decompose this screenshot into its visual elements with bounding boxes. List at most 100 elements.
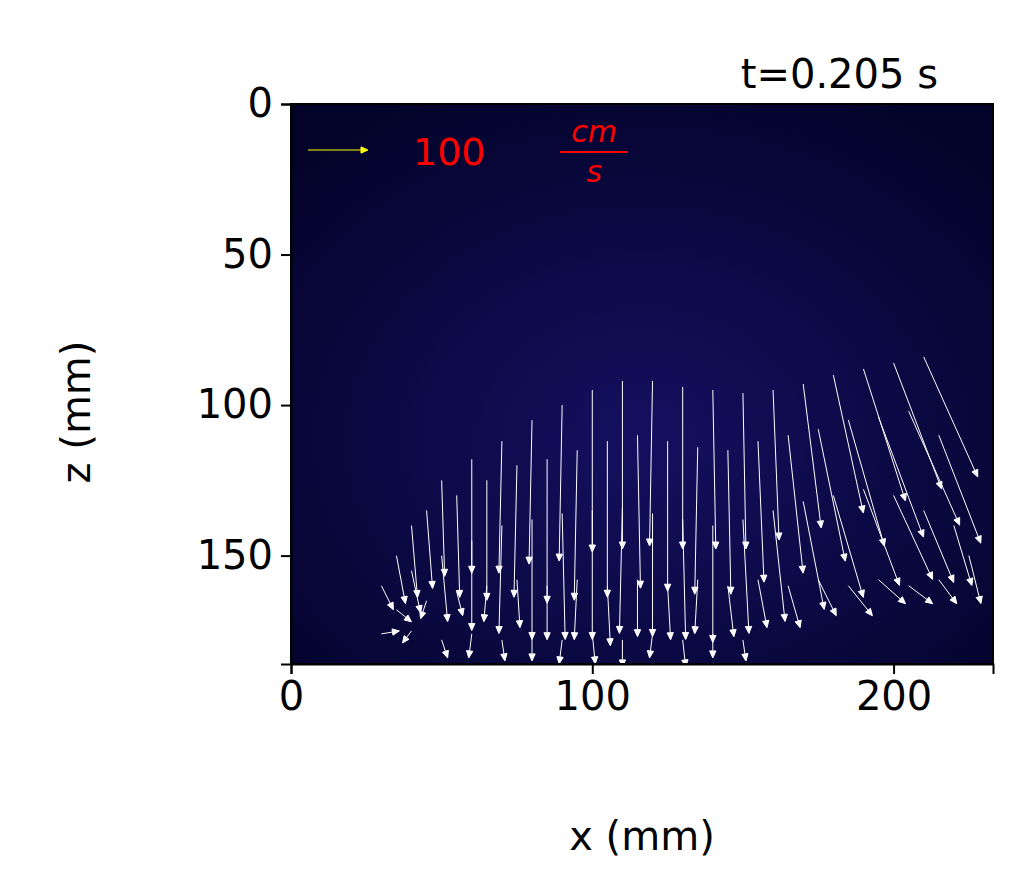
velocity-arrow (743, 519, 752, 633)
velocity-arrow (833, 495, 864, 597)
tick-label: 0 (248, 80, 273, 126)
velocity-arrow (589, 510, 595, 639)
fraction-bar (560, 151, 628, 153)
tick: 0 (279, 664, 304, 719)
velocity-arrow (529, 634, 535, 661)
velocity-arrow (848, 586, 872, 616)
velocity-arrow (571, 450, 577, 600)
velocity-arrow (544, 459, 550, 603)
velocity-arrow (591, 634, 597, 664)
velocity-arrow (557, 640, 563, 664)
arrows (381, 357, 982, 664)
velocity-arrow (818, 580, 836, 616)
velocity-arrow (396, 610, 411, 622)
velocity-arrow (381, 629, 399, 635)
velocity-arrow (682, 519, 688, 639)
velocity-arrow (710, 526, 716, 643)
velocity-arrow (481, 586, 487, 622)
velocity-arrow (879, 417, 924, 537)
velocity-arrow (692, 447, 698, 594)
velocity-arrow (511, 465, 517, 597)
velocity-arrow (788, 435, 805, 573)
velocity-arrow (619, 640, 625, 664)
velocity-arrow (863, 489, 899, 585)
key-unit-numerator: cm (571, 114, 617, 149)
velocity-arrow (649, 513, 655, 636)
velocity-arrow (381, 586, 393, 610)
velocity-arrow (403, 631, 412, 643)
velocity-arrow (556, 405, 562, 561)
velocity-arrow (484, 480, 490, 600)
velocity-arrow (442, 640, 449, 658)
velocity-arrow (664, 441, 670, 591)
velocity-arrow (607, 586, 613, 646)
x-axis: 0 100 200 (279, 664, 994, 719)
velocity-arrow (412, 526, 421, 598)
velocity-arrow (647, 381, 653, 546)
velocity-arrow (501, 640, 507, 661)
tick-label: 100 (197, 381, 273, 427)
velocity-arrow (412, 571, 423, 613)
plot-background (291, 104, 993, 664)
velocity-arrow (647, 634, 653, 658)
velocity-arrow (742, 640, 748, 661)
velocity-arrow (692, 580, 698, 634)
velocity-arrow (939, 435, 981, 543)
velocity-arrow (879, 580, 906, 604)
tick: 0 (248, 80, 291, 126)
velocity-arrow (758, 441, 767, 582)
key-unit-denominator: s (586, 154, 602, 189)
tick-mark (281, 254, 291, 256)
key-label: 100 (413, 130, 486, 174)
velocity-arrow (544, 586, 550, 640)
velocity-arrow (396, 556, 407, 604)
velocity-arrow (924, 357, 978, 477)
velocity-arrow (637, 435, 643, 588)
plot-frame (291, 104, 993, 664)
velocity-arrow (526, 420, 532, 564)
tick-mark (281, 555, 291, 557)
axis-line (281, 105, 292, 665)
tick-mark (281, 405, 291, 407)
velocity-arrow (894, 495, 933, 579)
tick-label: 150 (197, 532, 273, 578)
velocity-arrow (713, 390, 719, 549)
velocity-arrow (571, 580, 577, 640)
title: t=0.205 s (741, 51, 938, 97)
velocity-arrow (562, 513, 568, 639)
x-axis-title: x (mm) (569, 813, 715, 859)
tick: 100 (197, 381, 291, 427)
velocity-arrow (773, 390, 782, 540)
velocity-arrow (939, 580, 957, 604)
velocity-arrow (924, 510, 954, 582)
velocity-arrow (469, 541, 475, 631)
velocity-arrow (954, 526, 973, 586)
tick: 150 (197, 532, 291, 578)
velocity-arrow (909, 586, 933, 604)
velocity-arrow (616, 507, 622, 633)
key-arrow (308, 147, 368, 153)
velocity-arrow (427, 510, 436, 588)
velocity-arrow (442, 556, 451, 622)
tick-label: 100 (555, 673, 631, 719)
velocity-arrow (818, 429, 847, 561)
tick-label: 200 (856, 673, 932, 719)
velocity-arrow (833, 375, 865, 513)
velocity-arrow (803, 501, 826, 609)
tick: 100 (555, 664, 631, 719)
velocity-arrow (456, 495, 462, 597)
y-axis-title: z (mm) (53, 341, 99, 484)
velocity-arrow (682, 640, 688, 664)
velocity-arrow (457, 592, 464, 616)
velocity-arrow (634, 580, 640, 637)
velocity-arrow (969, 556, 982, 604)
tick: 50 (222, 231, 291, 277)
tick-mark (281, 104, 291, 106)
y-axis: 0 50 100 150 (197, 80, 292, 664)
velocity-arrow (529, 519, 535, 639)
figure: 0 100 200 0 50 100 150 x (mm) z (mm) t=0.205 s 100… (0, 0, 1035, 894)
velocity-arrow (667, 586, 673, 640)
tick: 200 (856, 664, 932, 719)
velocity-arrow (803, 384, 823, 528)
velocity-arrow (728, 586, 736, 637)
